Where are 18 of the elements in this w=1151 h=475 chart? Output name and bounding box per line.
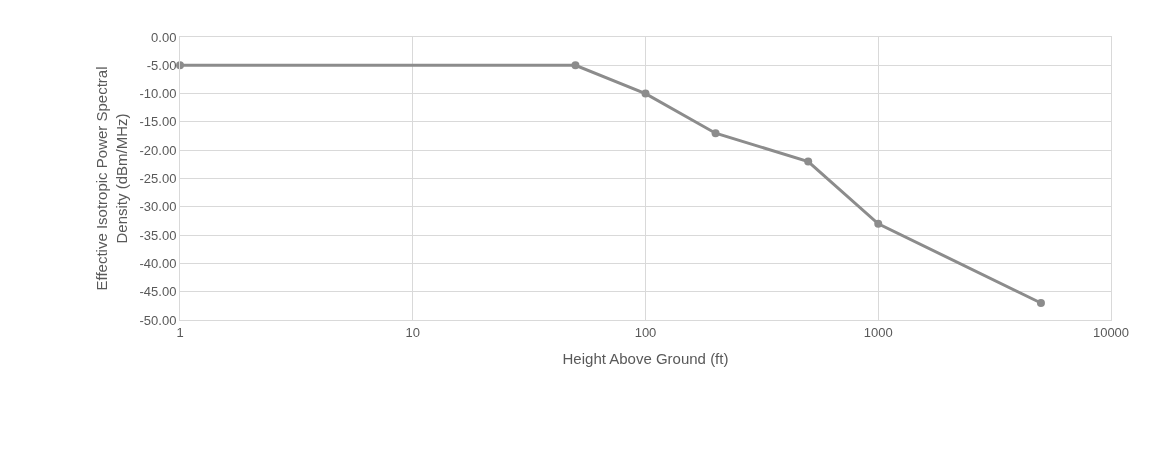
y-tick-label: -40.00 xyxy=(139,255,177,271)
y-tick-label: -50.00 xyxy=(139,312,177,328)
y-tick-label: -10.00 xyxy=(139,86,177,102)
x-tick-label: 1 xyxy=(176,324,184,340)
y-tick-label: -20.00 xyxy=(139,142,177,158)
x-tick-label: 100 xyxy=(634,324,657,340)
x-tick-label: 10000 xyxy=(1092,324,1130,340)
y-tick-label: -25.00 xyxy=(139,171,177,187)
x-tick-label: 10 xyxy=(405,324,420,340)
y-tick-label: -35.00 xyxy=(139,227,177,243)
x-axis-title: Height Above Ground (ft) xyxy=(562,349,729,367)
y-axis-title: Effective Isotropic Power Spectral Density (dBm/MHz) xyxy=(93,66,130,291)
x-tick-label: 1000 xyxy=(863,324,893,340)
y-tick-label: -15.00 xyxy=(139,114,177,130)
y-tick-label: -45.00 xyxy=(139,284,177,300)
y-tick-label: 0.00 xyxy=(151,29,177,45)
y-tick-label: -30.00 xyxy=(139,199,177,215)
y-tick-label: -5.00 xyxy=(146,57,177,73)
